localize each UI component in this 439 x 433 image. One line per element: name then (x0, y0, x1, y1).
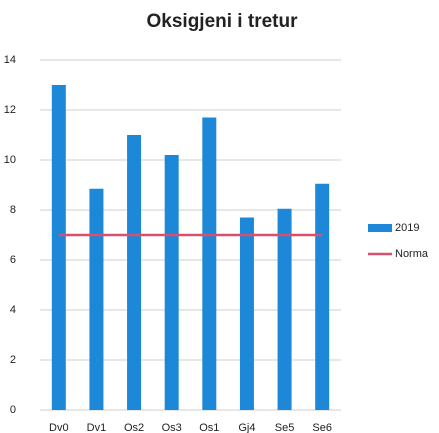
y-tick-label: 0 (10, 404, 16, 416)
y-tick-label: 12 (4, 104, 16, 116)
y-tick-label: 10 (4, 154, 16, 166)
bar (202, 117, 217, 410)
legend-label: Norma (395, 248, 429, 260)
bar (239, 217, 254, 410)
legend-label: 2019 (395, 222, 419, 234)
x-tick-label: Dv0 (49, 422, 69, 433)
x-tick-label: Gj4 (238, 422, 255, 433)
bar (277, 208, 292, 410)
y-tick-label: 14 (4, 54, 16, 66)
x-tick-label: Se6 (312, 422, 332, 433)
x-tick-label: Se5 (275, 422, 295, 433)
y-tick-label: 6 (10, 254, 16, 266)
y-tick-label: 4 (10, 304, 16, 316)
x-tick-label: Os2 (124, 422, 144, 433)
bar (51, 85, 66, 410)
bar (89, 188, 104, 410)
y-tick-label: 2 (10, 354, 16, 366)
x-tick-label: Os1 (199, 422, 219, 433)
x-tick-label: Dv1 (87, 422, 107, 433)
bar (127, 135, 142, 410)
bar (164, 155, 179, 410)
chart-title: Oksigjeni i tretur (147, 11, 299, 32)
y-tick-label: 8 (10, 204, 16, 216)
x-tick-label: Os3 (162, 422, 182, 433)
legend-swatch (368, 224, 392, 232)
bar (315, 183, 330, 410)
